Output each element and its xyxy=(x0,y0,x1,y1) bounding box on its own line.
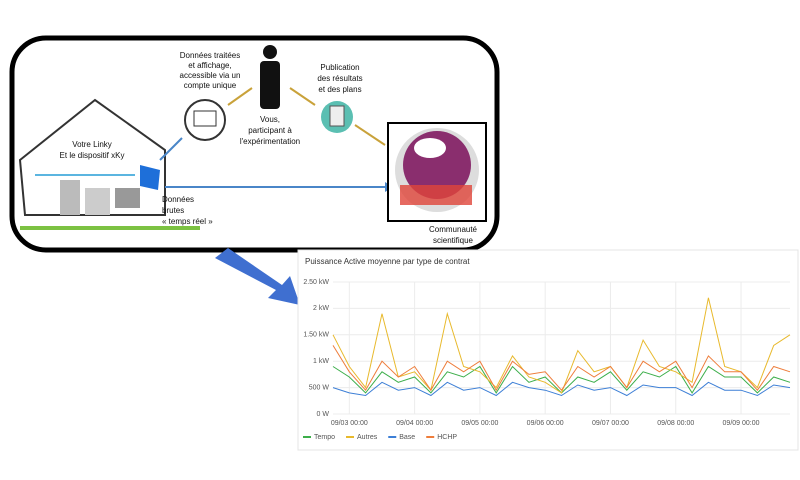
arrow xyxy=(289,87,316,106)
person-label: participant à xyxy=(248,126,292,135)
legend-label: Autres xyxy=(357,434,378,441)
x-tick-label: 09/07 00:00 xyxy=(592,420,629,427)
legend-label: HCHP xyxy=(437,434,457,441)
chart-title: Puissance Active moyenne par type de con… xyxy=(305,257,470,266)
y-tick-label: 2 kW xyxy=(313,305,329,312)
person-body xyxy=(260,61,280,109)
y-tick-label: 0 W xyxy=(317,411,330,418)
raw-label: Données xyxy=(162,195,194,204)
y-tick-label: 500 W xyxy=(309,384,330,391)
series-line xyxy=(332,297,791,394)
series-line xyxy=(332,345,791,392)
y-tick-label: 1 kW xyxy=(313,358,329,365)
monitor xyxy=(193,110,217,127)
house xyxy=(18,98,166,216)
x-tick-label: 09/03 00:00 xyxy=(331,420,368,427)
x-tick-label: 09/05 00:00 xyxy=(461,420,498,427)
display-label: Données traitées xyxy=(180,51,240,60)
community-label: scientifique xyxy=(433,236,474,245)
legend-label: Tempo xyxy=(314,434,335,441)
series-line xyxy=(332,381,791,397)
person-label: l'expérimentation xyxy=(240,137,300,146)
cloud xyxy=(414,138,446,158)
raw-label: « temps réel » xyxy=(162,217,213,226)
community-label: Communauté xyxy=(429,225,478,234)
display-label: compte unique xyxy=(184,81,237,90)
x-tick-label: 09/06 00:00 xyxy=(527,420,564,427)
linky-device xyxy=(140,165,160,190)
arrow xyxy=(354,124,386,146)
publication-label: des résultats xyxy=(317,74,362,83)
diagram: Votre Linky Et le dispositif xKy Données… xyxy=(9,35,500,305)
person-head xyxy=(263,45,277,59)
house-label: Votre Linky xyxy=(72,140,112,149)
x-tick-label: 09/08 00:00 xyxy=(657,420,694,427)
chart-panel xyxy=(297,249,799,451)
y-tick-label: 2.50 kW xyxy=(303,279,329,286)
legend-label: Base xyxy=(399,434,415,441)
publication-label: Publication xyxy=(320,63,359,72)
raw-label: brutes xyxy=(162,206,184,215)
arrow xyxy=(159,137,183,161)
appliance xyxy=(60,180,80,215)
publication-label: et des plans xyxy=(318,85,361,94)
people xyxy=(400,185,472,205)
appliance xyxy=(85,188,110,215)
appliance xyxy=(115,188,140,208)
chart: Puissance Active moyenne par type de con… xyxy=(297,249,799,451)
x-tick-label: 09/04 00:00 xyxy=(396,420,433,427)
display-label: accessible via un xyxy=(180,71,241,80)
house-label: Et le dispositif xKy xyxy=(60,151,125,160)
y-tick-label: 1.50 kW xyxy=(303,332,329,339)
person-label: Vous, xyxy=(260,115,280,124)
x-tick-label: 09/09 00:00 xyxy=(723,420,760,427)
big-arrow xyxy=(215,248,300,305)
document xyxy=(329,105,345,127)
display-label: et affichage, xyxy=(188,61,231,70)
arrow xyxy=(227,87,253,106)
